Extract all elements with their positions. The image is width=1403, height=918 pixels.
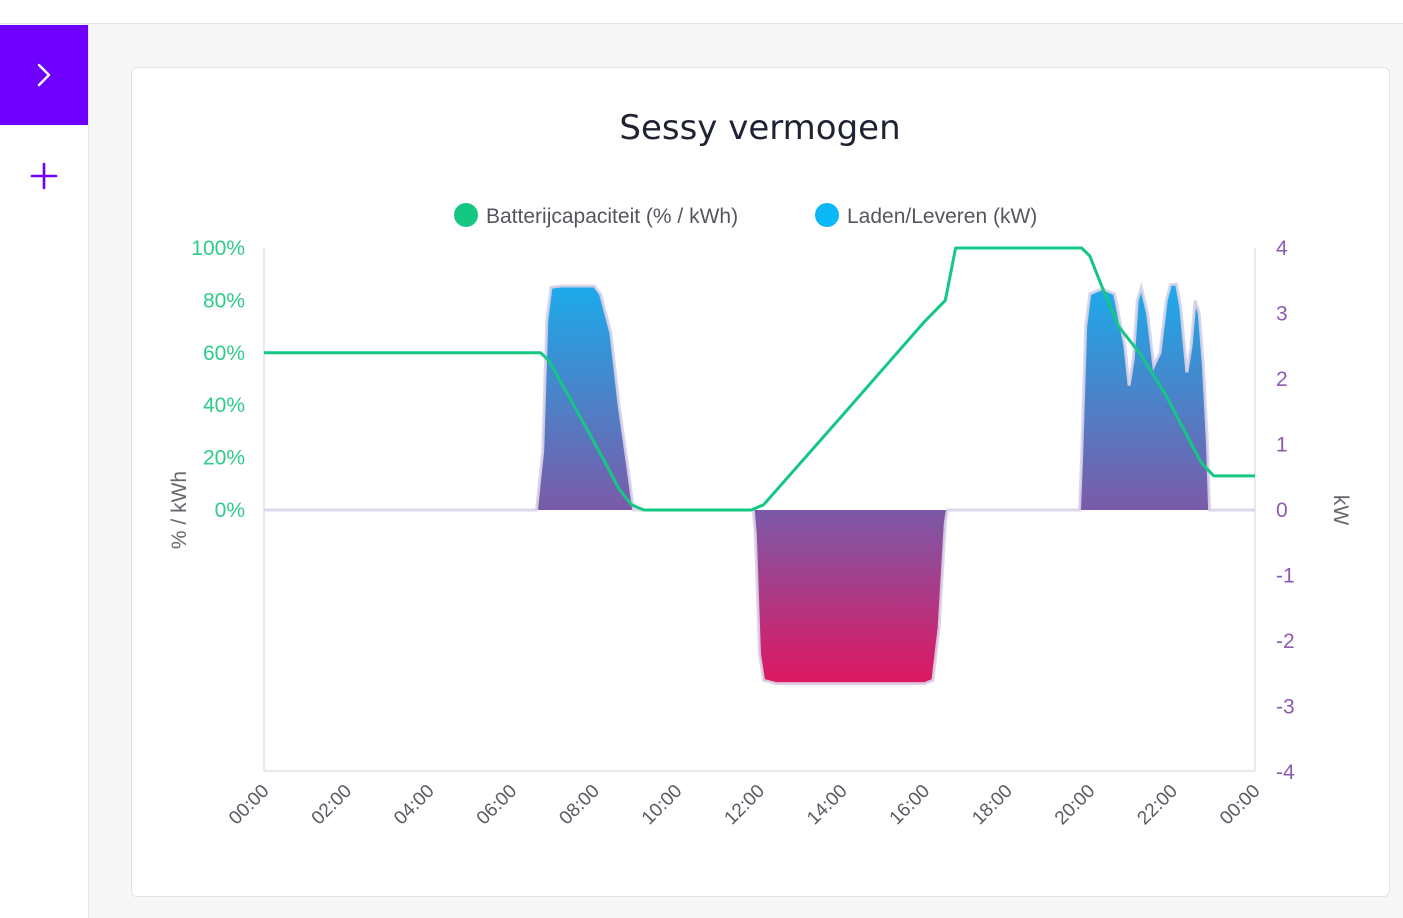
plus-icon	[30, 162, 58, 190]
x-tick-label: 02:00	[308, 781, 356, 829]
x-tick-label: 22:00	[1133, 781, 1181, 829]
x-tick-label: 14:00	[803, 781, 851, 829]
top-bar	[0, 0, 1403, 24]
add-button[interactable]	[19, 155, 69, 197]
area-outline	[264, 281, 1255, 686]
area-discharge-negative	[264, 510, 1255, 684]
x-tick-label: 12:00	[721, 781, 769, 829]
y-tick-label-right: -3	[1276, 696, 1295, 719]
y-tick-label-left: 20%	[203, 447, 245, 470]
legend-label: Batterijcapaciteit (% / kWh)	[486, 205, 738, 228]
y-tick-label-left: 60%	[203, 342, 245, 365]
sidebar	[0, 25, 89, 918]
chart-title: Sessy vermogen	[619, 108, 901, 148]
x-tick-label: 08:00	[555, 781, 603, 829]
y-tick-label-left: 100%	[191, 237, 245, 260]
y-tick-label-left: 0%	[215, 499, 245, 522]
legend: Batterijcapaciteit (% / kWh) Laden/Levere…	[454, 203, 1037, 228]
y-tick-label-right: 4	[1276, 237, 1288, 260]
area-charge-positive	[264, 284, 1255, 510]
y-tick-label-right: 3	[1276, 303, 1288, 326]
y-tick-label-right: 2	[1276, 368, 1288, 391]
legend-marker	[454, 203, 478, 227]
legend-marker	[815, 203, 839, 227]
x-tick-label: 06:00	[473, 781, 521, 829]
x-tick-label: 16:00	[886, 781, 934, 829]
battery-capacity-line	[264, 246, 1255, 512]
y-axis-title-right: kW	[1329, 495, 1352, 526]
y-tick-label-right: -4	[1276, 761, 1295, 784]
y-tick-label-right: 0	[1276, 499, 1288, 522]
x-tick-label: 00:00	[225, 781, 273, 829]
line-series	[264, 246, 1255, 512]
y-tick-label-right: -2	[1276, 630, 1295, 653]
x-tick-label: 18:00	[968, 781, 1016, 829]
y-axis-title-left: % / kWh	[168, 471, 191, 549]
legend-label: Laden/Leveren (kW)	[847, 205, 1037, 228]
x-tick-label: 20:00	[1051, 781, 1099, 829]
sidebar-expand-button[interactable]	[0, 25, 88, 125]
y-tick-label-left: 40%	[203, 394, 245, 417]
x-tick-label: 10:00	[638, 781, 686, 829]
y-tick-label-right: 1	[1276, 434, 1288, 457]
y-tick-label-right: -1	[1276, 565, 1295, 588]
chevron-right-icon	[37, 63, 51, 87]
x-tick-label: 00:00	[1216, 781, 1264, 829]
area-series	[264, 281, 1255, 686]
y-tick-label-left: 80%	[203, 289, 245, 312]
x-tick-label: 04:00	[390, 781, 438, 829]
